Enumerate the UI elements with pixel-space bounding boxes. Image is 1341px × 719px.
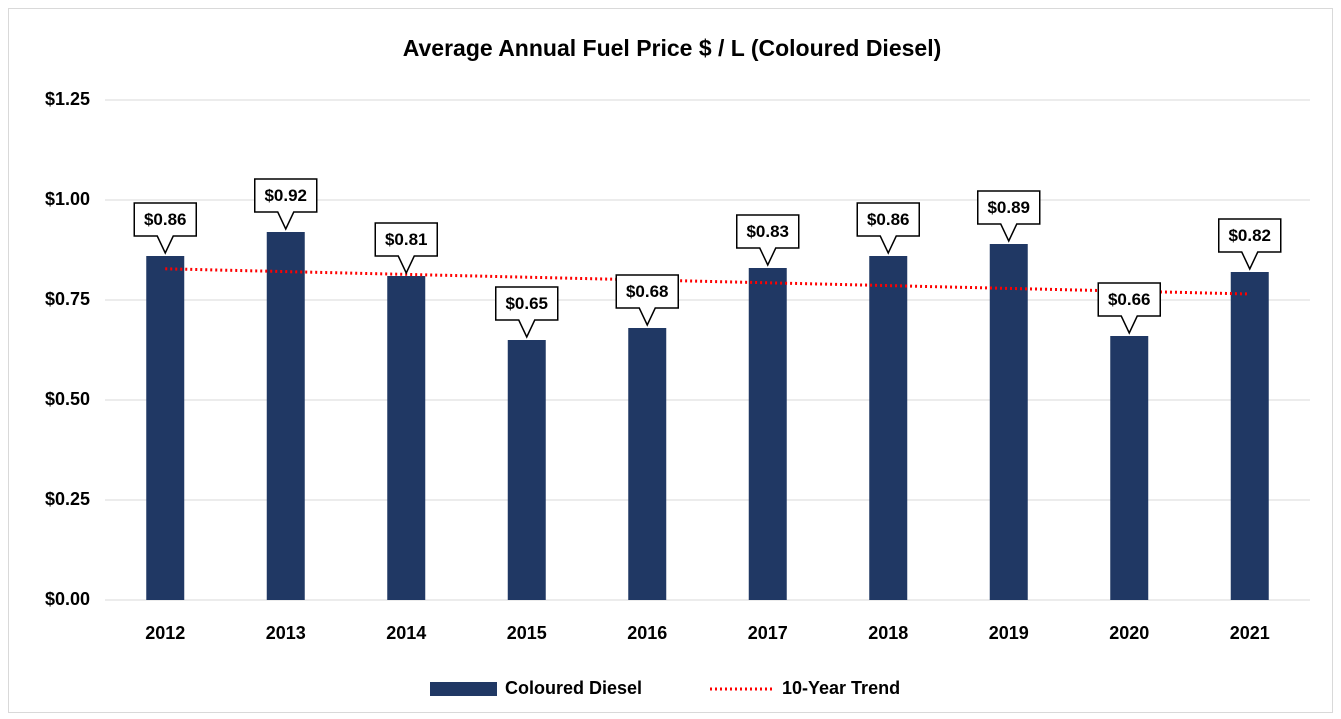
x-tick-label: 2013 <box>266 623 306 643</box>
chart-title: Average Annual Fuel Price $ / L (Coloure… <box>403 35 942 61</box>
bar <box>146 256 185 600</box>
data-label-callout <box>133 202 197 255</box>
x-tick-label: 2012 <box>145 623 185 643</box>
bar <box>869 256 908 600</box>
data-label-callout <box>1218 218 1282 271</box>
data-label: $0.65 <box>505 294 548 313</box>
data-label-callout <box>254 178 318 231</box>
data-label-callout <box>374 222 438 275</box>
y-tick-label: $1.25 <box>45 89 90 109</box>
x-tick-label: 2019 <box>989 623 1029 643</box>
x-tick-label: 2017 <box>748 623 788 643</box>
bar <box>1110 336 1149 600</box>
x-tick-label: 2015 <box>507 623 547 643</box>
legend-label: Coloured Diesel <box>505 678 642 698</box>
legend-label: 10-Year Trend <box>782 678 900 698</box>
y-tick-label: $0.50 <box>45 389 90 409</box>
data-label: $0.81 <box>385 230 428 249</box>
data-label-callout <box>856 202 920 255</box>
data-label: $0.66 <box>1108 290 1151 309</box>
data-label-callout <box>495 286 559 339</box>
x-tick-label: 2020 <box>1109 623 1149 643</box>
data-label-callout <box>977 190 1041 243</box>
y-tick-label: $0.25 <box>45 489 90 509</box>
bar <box>628 328 667 600</box>
bar <box>266 232 305 600</box>
data-label: $0.86 <box>867 210 910 229</box>
data-label: $0.86 <box>144 210 187 229</box>
x-tick-label: 2014 <box>386 623 426 643</box>
data-label: $0.68 <box>626 282 669 301</box>
y-tick-label: $1.00 <box>45 189 90 209</box>
bar <box>387 276 426 600</box>
bar <box>748 268 787 600</box>
data-label-callout <box>615 274 679 327</box>
x-tick-label: 2016 <box>627 623 667 643</box>
x-tick-label: 2018 <box>868 623 908 643</box>
y-tick-label: $0.00 <box>45 589 90 609</box>
data-label-callout <box>736 214 800 267</box>
bar <box>507 340 546 600</box>
y-tick-label: $0.75 <box>45 289 90 309</box>
bar <box>989 244 1028 600</box>
data-label: $0.83 <box>746 222 789 241</box>
trend-line <box>165 267 1250 296</box>
data-label-callout <box>1097 282 1161 335</box>
data-label: $0.82 <box>1228 226 1271 245</box>
bar <box>1230 272 1269 600</box>
x-tick-label: 2021 <box>1230 623 1270 643</box>
legend-swatch <box>430 682 497 696</box>
data-label: $0.89 <box>987 198 1030 217</box>
data-label: $0.92 <box>264 186 307 205</box>
